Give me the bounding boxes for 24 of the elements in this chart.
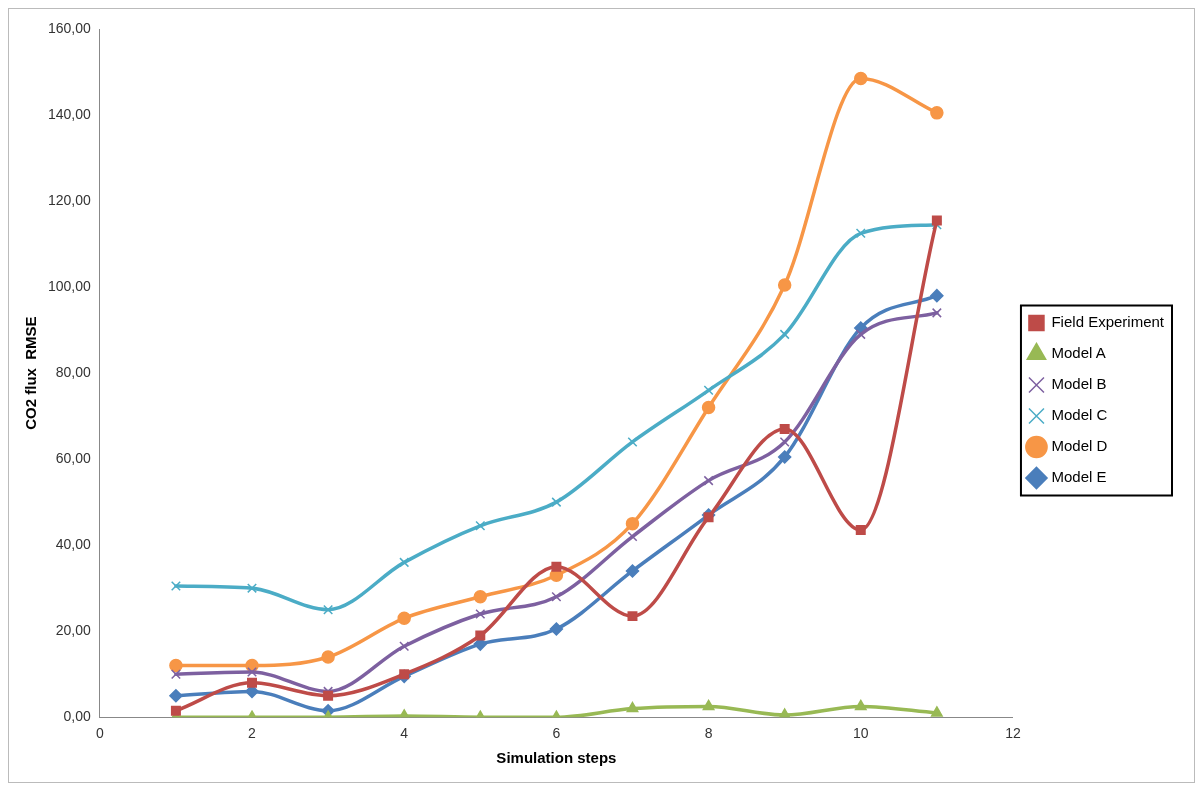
legend-label: Model A — [1051, 344, 1106, 362]
y-tick-label: 60,00 — [55, 449, 92, 466]
legend-label: Field Experiment — [1051, 313, 1165, 331]
y-tick-label: 20,00 — [55, 622, 92, 639]
y-axis-title: CO2 flux RMSE — [22, 316, 40, 430]
y-tick-label: 120,00 — [47, 191, 92, 208]
x-axis-title: Simulation steps — [496, 749, 617, 767]
y-tick-label: 140,00 — [47, 105, 92, 122]
y-tick-label: 100,00 — [47, 277, 92, 294]
x-tick-label: 2 — [248, 725, 257, 742]
y-tick-label: 40,00 — [55, 536, 92, 553]
legend-label: Model C — [1051, 406, 1108, 424]
legend-label: Model D — [1051, 437, 1108, 455]
y-tick-label: 0,00 — [63, 708, 92, 725]
legend-label: Model B — [1051, 375, 1107, 393]
legend-label: Model E — [1051, 468, 1107, 486]
y-tick-label: 80,00 — [55, 363, 92, 380]
x-tick-label: 8 — [704, 725, 713, 742]
y-tick-label: 160,00 — [47, 19, 92, 36]
x-tick-label: 6 — [552, 725, 561, 742]
x-tick-label: 12 — [1005, 725, 1021, 742]
x-tick-label: 10 — [852, 725, 869, 742]
x-tick-label: 4 — [400, 725, 409, 742]
x-tick-label: 0 — [95, 725, 104, 742]
